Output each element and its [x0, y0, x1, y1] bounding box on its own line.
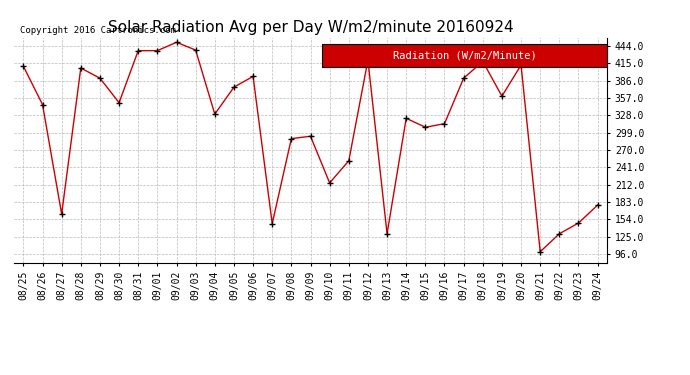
FancyBboxPatch shape [322, 44, 607, 67]
Text: Copyright 2016 Cartronics.com: Copyright 2016 Cartronics.com [20, 26, 176, 35]
Text: Radiation (W/m2/Minute): Radiation (W/m2/Minute) [393, 51, 537, 60]
Title: Solar Radiation Avg per Day W/m2/minute 20160924: Solar Radiation Avg per Day W/m2/minute … [108, 20, 513, 35]
